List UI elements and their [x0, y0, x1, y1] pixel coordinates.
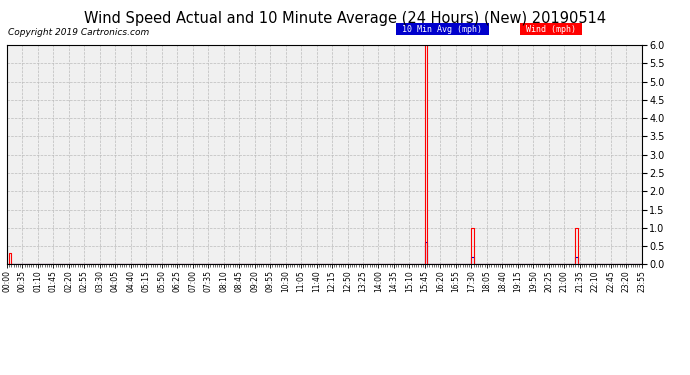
Text: Copyright 2019 Cartronics.com: Copyright 2019 Cartronics.com — [8, 28, 150, 38]
Text: Wind (mph): Wind (mph) — [521, 25, 581, 34]
Text: 10 Min Avg (mph): 10 Min Avg (mph) — [397, 25, 487, 34]
Text: Wind Speed Actual and 10 Minute Average (24 Hours) (New) 20190514: Wind Speed Actual and 10 Minute Average … — [84, 11, 606, 26]
